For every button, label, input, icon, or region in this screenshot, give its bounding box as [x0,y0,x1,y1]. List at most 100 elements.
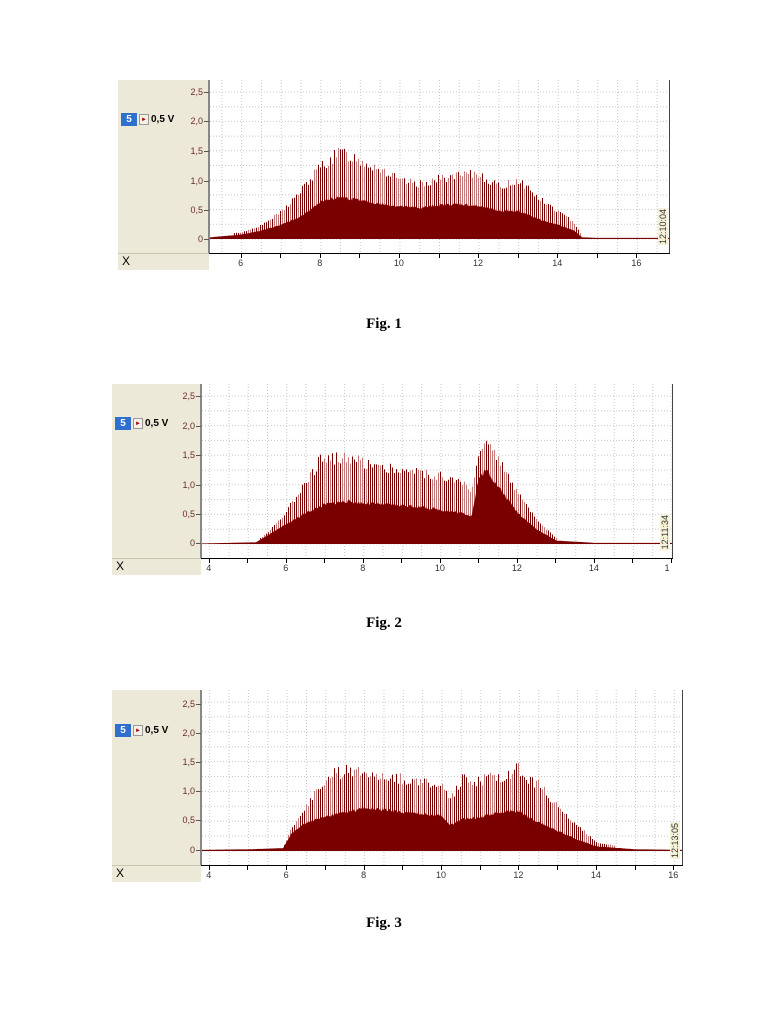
play-arrow-icon[interactable]: ► [133,418,143,429]
channel-number[interactable]: 5 [115,724,131,737]
x-tick-mark [240,254,242,258]
y-tick: 0 [189,538,202,548]
x-tick-mark [593,559,595,563]
y-tick: 2,5 [182,699,201,709]
x-tick-mark [596,254,598,258]
x-tick-mark [402,866,404,870]
y-tick: 0,5 [190,205,209,215]
x-tick-label: 12 [473,258,484,268]
channel-badge[interactable]: 5 ► 0,5 V [115,417,168,430]
y-tick: 1,5 [182,450,201,460]
y-axis-ticks: 2,5 2,0 1,5 1,0 0,5 0 [112,384,202,558]
x-tick-label: 6 [283,563,289,573]
chart-svg [210,80,669,253]
x-tick-mark [478,254,480,258]
x-tick-label: 10 [393,258,404,268]
x-tick-mark [286,866,288,870]
y-tick: 2,0 [182,728,201,738]
figure-caption: Fig. 2 [366,615,402,631]
x-tick-label: 14 [552,258,563,268]
y-tick: 1,0 [190,176,209,186]
channel-badge[interactable]: 5 ► 0,5 V [121,113,174,126]
x-axis-label: X [116,559,125,573]
channel-panel: 5 ► 0,5 V 2,5 2,0 1,5 1,0 0,5 0 [112,384,202,558]
x-tick-mark [673,866,675,870]
x-tick-mark [636,254,638,258]
x-tick-mark [319,254,321,258]
x-tick-label: 4 [206,870,212,880]
x-tick-label: 1 [664,563,670,573]
y-tick: 0,5 [182,509,201,519]
y-axis-ticks: 2,5 2,0 1,5 1,0 0,5 0 [118,80,210,253]
x-tick-mark [247,559,249,563]
x-tick-label: 14 [588,563,599,573]
x-tick-mark [362,559,364,563]
signal-area [202,469,672,544]
play-arrow-icon[interactable]: ► [139,114,149,125]
channel-badge[interactable]: 5 ► 0,5 V [115,724,168,737]
y-tick: 0 [189,845,202,855]
y-axis-ticks: 2,5 2,0 1,5 1,0 0,5 0 [112,690,202,865]
x-tick-label: 8 [317,258,323,268]
channel-number[interactable]: 5 [121,113,137,126]
y-tick: 0 [197,234,210,244]
y-tick: 2,0 [182,421,201,431]
x-tick-mark [401,559,403,563]
plot-area[interactable] [201,690,683,865]
x-tick-mark [438,254,440,258]
x-tick-mark [595,866,597,870]
x-tick-label: 6 [238,258,244,268]
x-tick-mark [555,559,557,563]
timestamp: 12:10:04 [658,208,668,246]
x-tick-mark [324,866,326,870]
x-tick-mark [557,254,559,258]
x-tick-mark [479,866,481,870]
signal-area [210,196,669,239]
y-tick: 2,5 [182,391,201,401]
y-tick: 1,0 [182,786,201,796]
x-tick-mark [285,559,287,563]
play-arrow-icon[interactable]: ► [133,725,143,736]
channel-scale: 0,5 V [145,725,169,736]
x-axis: 4 6 8 10 12 14 16 [201,865,683,882]
x-tick-mark [247,866,249,870]
x-axis-label-row: X [112,558,201,575]
x-tick-mark [478,559,480,563]
x-tick-label: 8 [360,563,366,573]
scope-figure-1: 5 ► 0,5 V 2,5 2,0 1,5 1,0 0,5 0 X 6 8 10 12… [118,80,670,270]
signal-area [202,806,682,851]
x-axis-label-row: X [118,253,209,270]
channel-panel: 5 ► 0,5 V 2,5 2,0 1,5 1,0 0,5 0 [112,690,202,865]
y-tick: 1,5 [182,757,201,767]
plot-area[interactable] [201,384,673,558]
x-tick-label: 10 [434,563,445,573]
x-tick-mark [363,866,365,870]
x-tick-mark [324,559,326,563]
x-tick-label: 12 [513,870,524,880]
y-tick: 1,0 [182,480,201,490]
timestamp: 12:13:05 [670,822,680,860]
channel-number[interactable]: 5 [115,417,131,430]
x-tick-label: 10 [435,870,447,880]
x-tick-label: 14 [590,870,601,880]
y-tick: 2,5 [190,87,209,97]
x-axis-label: X [116,866,125,880]
y-tick: 2,0 [190,116,209,126]
x-tick-label: 16 [668,870,679,880]
plot-area[interactable] [209,80,670,253]
x-tick-mark [439,559,441,563]
x-tick-mark [518,866,520,870]
x-tick-mark [208,559,210,563]
x-tick-mark [671,559,672,563]
x-tick-label: 4 [206,563,212,573]
x-axis: 4 6 8 10 12 14 1 [201,558,673,575]
x-tick-label: 16 [631,258,642,268]
x-tick-mark [359,254,361,258]
y-tick: 0,5 [182,815,201,825]
x-tick-label: 12 [511,563,522,573]
timestamp: 12:11:34 [660,514,670,551]
x-tick-mark [280,254,282,258]
x-tick-mark [441,866,442,870]
x-axis: 6 8 10 12 14 16 [209,253,670,270]
x-tick-mark [517,254,519,258]
